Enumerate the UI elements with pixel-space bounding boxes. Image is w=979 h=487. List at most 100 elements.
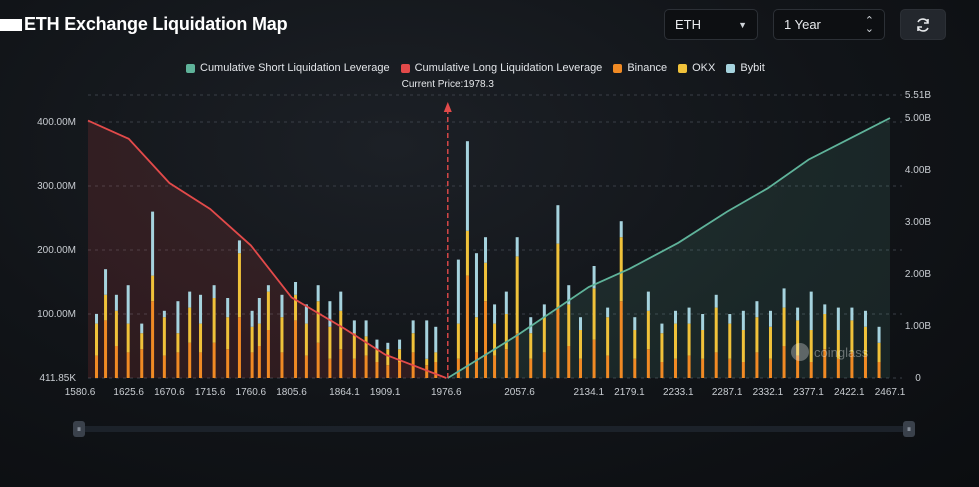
bar-bybit (386, 342, 390, 350)
bar-okx (579, 330, 583, 359)
y-right-tick-label: 4.00B (905, 165, 931, 176)
bar-bybit (877, 326, 881, 343)
bar-bybit (504, 291, 508, 314)
coin-select[interactable]: ETH ▼ (664, 9, 758, 40)
bar-bybit (226, 298, 230, 318)
bar-binance (199, 352, 203, 378)
bar-binance (782, 346, 786, 378)
bar-okx (237, 253, 241, 318)
period-select[interactable]: 1 Year ⌃ ⌄ (773, 9, 885, 40)
bar-okx (304, 323, 308, 356)
bar-binance (579, 358, 583, 378)
x-tick-label: 2057.6 (504, 387, 535, 398)
bar-okx (294, 294, 298, 321)
bar-binance (434, 362, 438, 378)
bar-okx (104, 294, 108, 321)
bar-binance (140, 349, 144, 378)
bar-binance (266, 330, 270, 378)
bar-bybit (398, 339, 402, 350)
bar-binance (474, 352, 478, 378)
bar-okx (250, 326, 254, 353)
bar-bybit (484, 237, 488, 263)
coin-select-value: ETH (675, 17, 701, 32)
bar-okx (660, 333, 664, 362)
legend-label: Cumulative Long Liquidation Leverage (414, 62, 603, 74)
bar-bybit (328, 301, 332, 327)
current-price-arrow (443, 102, 452, 112)
bar-binance (768, 358, 772, 378)
x-tick-label: 1625.6 (113, 387, 144, 398)
bar-bybit (646, 291, 650, 311)
bar-binance (567, 346, 571, 378)
bar-binance (352, 358, 356, 378)
bar-bybit (375, 339, 379, 350)
bar-binance (364, 355, 368, 378)
y-left-tick-label: 411.85K (39, 373, 76, 384)
bar-okx (687, 323, 691, 356)
bar-okx (529, 333, 533, 359)
bar-okx (474, 317, 478, 353)
bar-bybit (114, 294, 118, 311)
bar-okx (266, 291, 270, 330)
legend-item-short[interactable]: Cumulative Short Liquidation Leverage (186, 62, 390, 74)
bar-okx (646, 310, 650, 350)
bar-okx (188, 307, 192, 343)
bar-okx (796, 320, 800, 356)
legend-item-bybit[interactable]: Bybit (726, 62, 765, 74)
bar-binance (328, 358, 332, 378)
bar-bybit (633, 317, 637, 330)
bar-okx (863, 326, 867, 356)
bar-okx (809, 330, 813, 362)
bar-okx (114, 310, 118, 346)
bar-okx (151, 275, 155, 302)
legend-label: Binance (627, 62, 668, 74)
bar-bybit (809, 291, 813, 330)
bar-bybit (619, 221, 623, 238)
bar-binance (741, 362, 745, 378)
bar-okx (755, 317, 759, 353)
bar-binance (226, 349, 230, 378)
bar-bybit (579, 317, 583, 330)
bar-binance (280, 352, 284, 378)
bar-bybit (212, 285, 216, 298)
refresh-icon (917, 17, 929, 32)
bar-bybit (850, 307, 854, 321)
bar-bybit (515, 237, 519, 257)
bar-bybit (304, 304, 308, 324)
bar-binance (714, 352, 718, 378)
bar-binance (484, 301, 488, 378)
legend-swatch (678, 63, 688, 73)
bar-bybit (151, 211, 155, 276)
y-left-tick-label: 400.00M (37, 117, 76, 128)
range-slider-left-handle[interactable]: ⏸ (73, 421, 85, 437)
bar-okx (633, 330, 637, 359)
x-tick-label: 2377.1 (793, 387, 824, 398)
bar-binance (863, 355, 867, 378)
range-slider-track (79, 426, 909, 432)
legend-label: OKX (692, 62, 716, 74)
bar-okx (434, 352, 438, 362)
bar-bybit (796, 307, 800, 321)
bar-okx (398, 349, 402, 362)
bar-okx (701, 330, 705, 359)
page-title: ETH Exchange Liquidation Map (24, 14, 288, 34)
bar-okx (95, 323, 99, 356)
legend-item-okx[interactable]: OKX (678, 62, 715, 74)
bar-binance (529, 358, 533, 378)
watermark-logo-icon (791, 343, 809, 361)
legend-label: Bybit (740, 62, 765, 74)
refresh-button[interactable] (900, 9, 946, 40)
legend-item-binance[interactable]: Binance (613, 62, 667, 74)
bar-okx (728, 323, 732, 359)
bar-binance (504, 349, 508, 378)
bar-bybit (714, 294, 718, 308)
bar-bybit (728, 314, 732, 324)
bar-okx (257, 323, 261, 346)
range-slider-right-handle[interactable]: ⏸ (903, 421, 915, 437)
bar-bybit (434, 326, 438, 353)
x-tick-label: 1670.6 (154, 387, 185, 398)
bar-bybit (701, 314, 705, 330)
legend-item-long[interactable]: Cumulative Long Liquidation Leverage (400, 62, 603, 74)
current-price-label: Current Price:1978.3 (402, 79, 495, 90)
bar-bybit (687, 307, 691, 324)
